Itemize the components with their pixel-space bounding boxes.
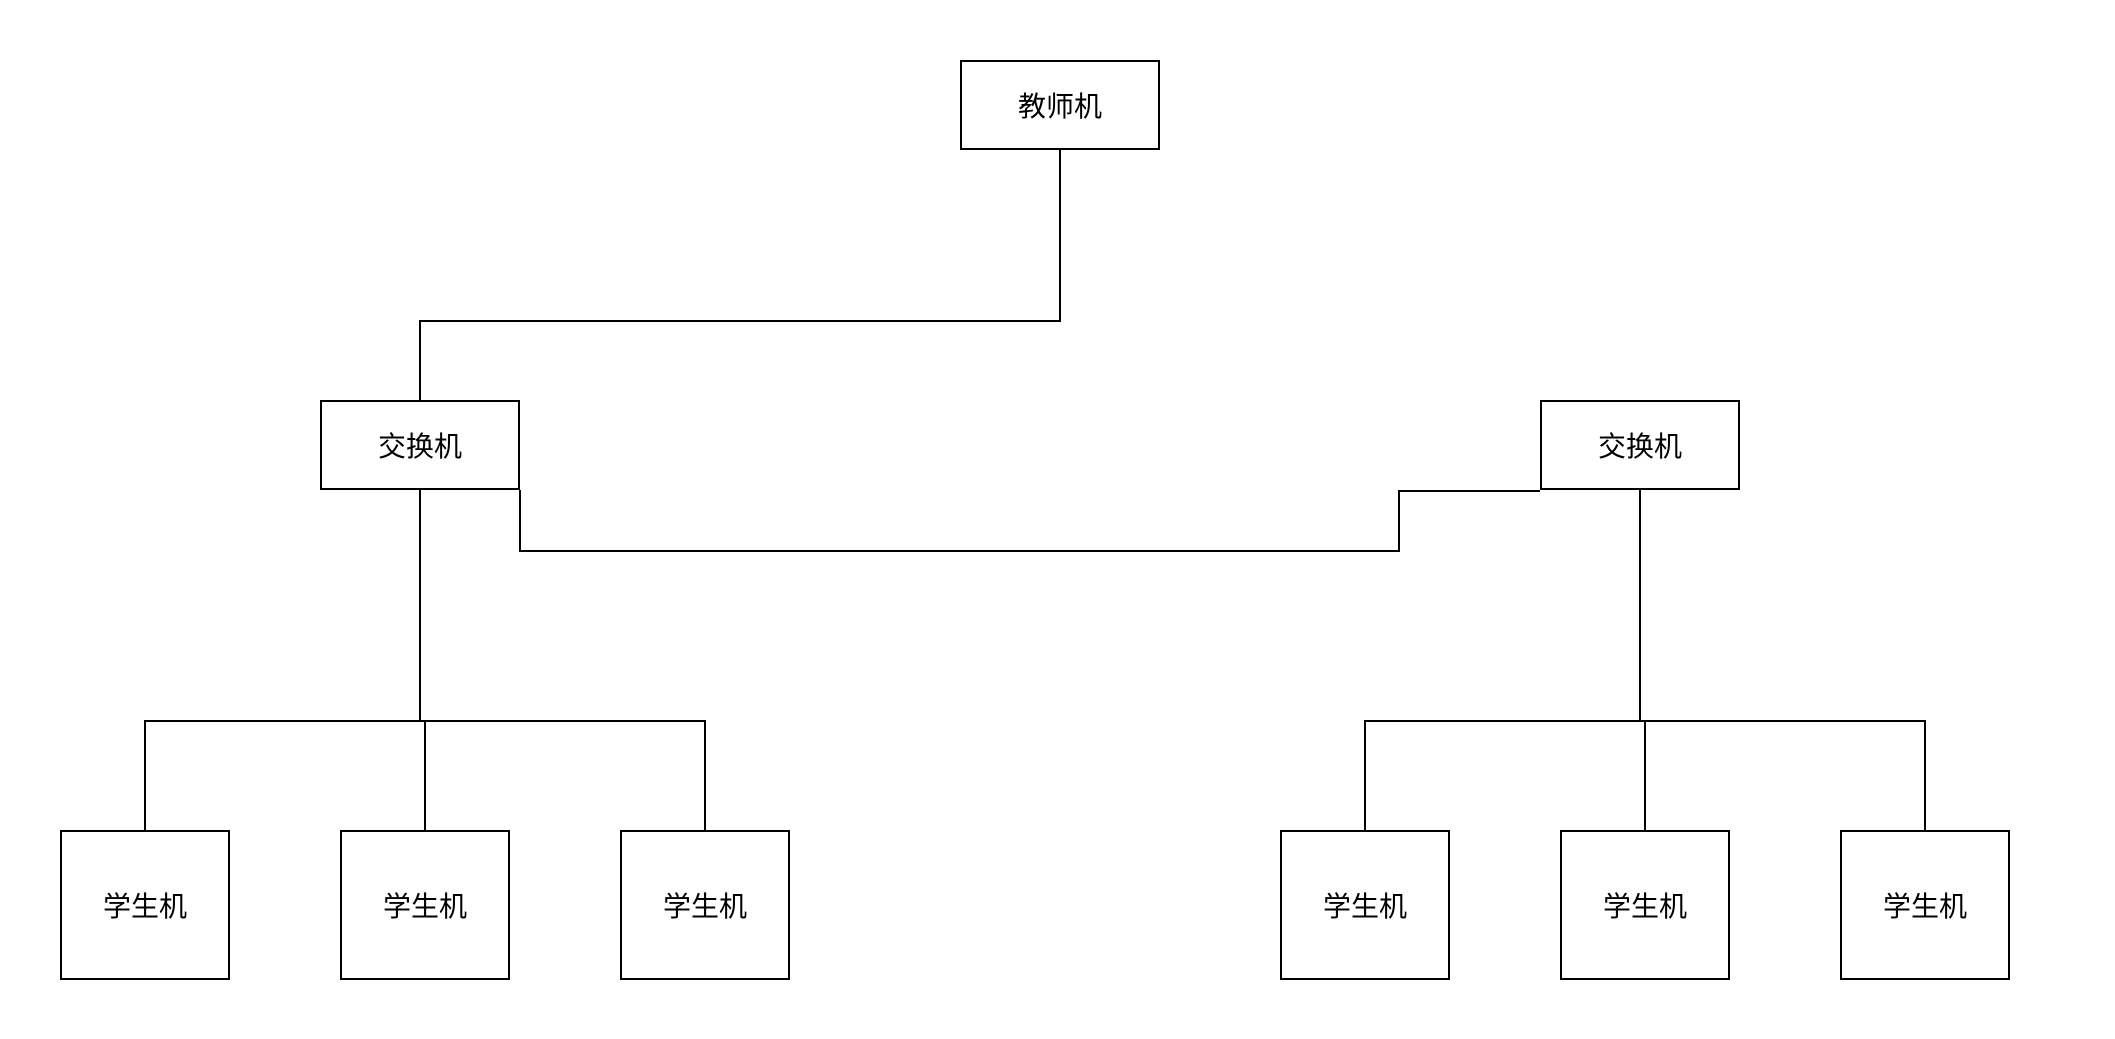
edge-switch-interconnect-v1 — [519, 490, 521, 550]
edge-to-student-2 — [424, 720, 426, 830]
student-2-label: 学生机 — [383, 885, 467, 925]
edge-teacher-to-switch-h — [419, 320, 1061, 322]
student-5-node: 学生机 — [1560, 830, 1730, 980]
student-6-node: 学生机 — [1840, 830, 2010, 980]
edge-to-student-1 — [144, 720, 146, 830]
teacher-label: 教师机 — [1018, 85, 1102, 125]
student-2-node: 学生机 — [340, 830, 510, 980]
student-1-node: 学生机 — [60, 830, 230, 980]
student-1-label: 学生机 — [103, 885, 187, 925]
edge-to-switch-left-v — [419, 320, 421, 400]
teacher-node: 教师机 — [960, 60, 1160, 150]
edge-switch-left-down — [419, 490, 421, 720]
edge-switch-interconnect-h2 — [1398, 490, 1540, 492]
edge-switch-right-down — [1639, 490, 1641, 720]
edge-switch-interconnect-h — [519, 550, 1400, 552]
edge-to-student-3 — [704, 720, 706, 830]
switch-right-node: 交换机 — [1540, 400, 1740, 490]
student-6-label: 学生机 — [1883, 885, 1967, 925]
switch-right-label: 交换机 — [1598, 425, 1682, 465]
student-4-node: 学生机 — [1280, 830, 1450, 980]
switch-left-node: 交换机 — [320, 400, 520, 490]
edge-switch-interconnect-v2 — [1398, 490, 1400, 552]
edge-to-student-6 — [1924, 720, 1926, 830]
student-3-node: 学生机 — [620, 830, 790, 980]
student-5-label: 学生机 — [1603, 885, 1687, 925]
edge-teacher-down — [1059, 150, 1061, 320]
switch-left-label: 交换机 — [378, 425, 462, 465]
student-4-label: 学生机 — [1323, 885, 1407, 925]
edge-to-student-4 — [1364, 720, 1366, 830]
edge-to-student-5 — [1644, 720, 1646, 830]
student-3-label: 学生机 — [663, 885, 747, 925]
